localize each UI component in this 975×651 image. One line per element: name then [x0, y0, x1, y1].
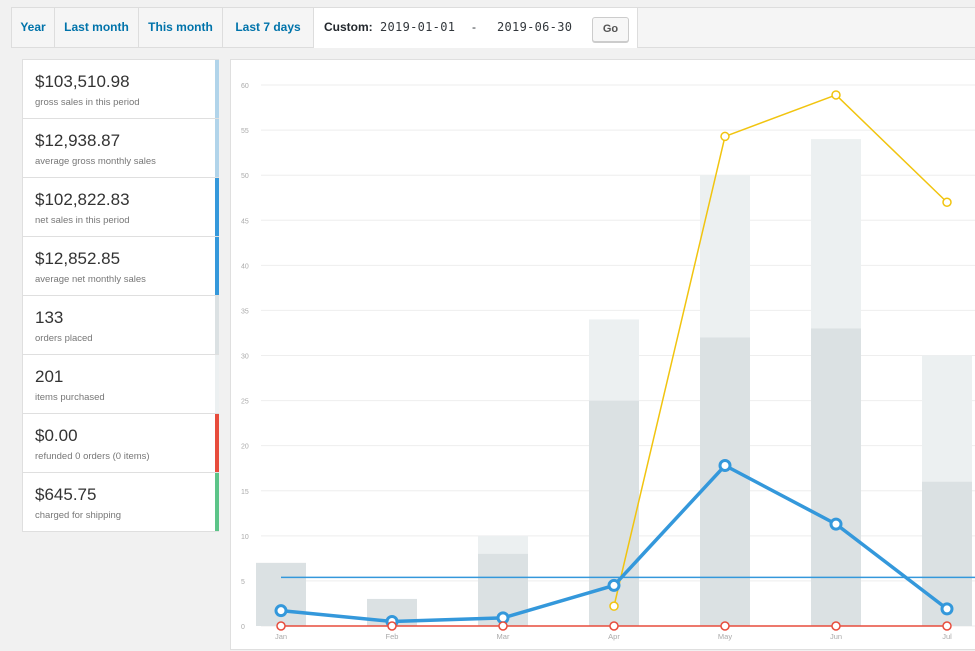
- legend-avg-net-sales[interactable]: $12,852.85 average net monthly sales: [22, 237, 219, 296]
- legend-color-bar: [215, 178, 219, 236]
- legend-color-bar: [215, 119, 219, 177]
- data-point: [720, 621, 730, 631]
- legend-color-bar: [215, 296, 219, 354]
- y-tick-label: 20: [241, 444, 249, 451]
- legend-orders-placed[interactable]: 133 orders placed: [22, 296, 219, 355]
- data-point: [387, 621, 397, 631]
- legend-avg-gross-sales[interactable]: $12,938.87 average gross monthly sales: [22, 119, 219, 178]
- y-tick-label: 0: [241, 624, 245, 631]
- end-date-input[interactable]: 2019-06-30: [497, 20, 573, 34]
- tab-last-7-days[interactable]: Last 7 days: [223, 8, 314, 47]
- legend-refunded[interactable]: $0.00 refunded 0 orders (0 items): [22, 414, 219, 473]
- legend-value: 133: [35, 308, 64, 327]
- legend-desc: charged for shipping: [35, 510, 122, 521]
- data-point: [940, 602, 954, 616]
- legend-color-bar: [215, 414, 219, 472]
- legend-desc: orders placed: [35, 333, 93, 344]
- custom-label: Custom:: [324, 20, 373, 34]
- data-point: [276, 621, 286, 631]
- x-tick-label: Apr: [608, 632, 620, 641]
- legend-desc: average net monthly sales: [35, 274, 146, 285]
- legend-desc: gross sales in this period: [35, 97, 140, 108]
- x-tick-label: Mar: [497, 632, 510, 641]
- legend-gross-sales[interactable]: $103,510.98 gross sales in this period: [22, 60, 219, 119]
- legend-color-bar: [215, 355, 219, 413]
- legend-net-sales[interactable]: $102,822.83 net sales in this period: [22, 178, 219, 237]
- legend-value: $12,938.87: [35, 131, 121, 150]
- legend-value: $0.00: [35, 426, 78, 445]
- y-tick-label: 30: [241, 354, 249, 361]
- data-point: [609, 621, 619, 631]
- x-tick-label: Jan: [275, 632, 287, 641]
- y-tick-label: 35: [241, 308, 249, 315]
- data-point: [718, 459, 732, 473]
- data-point: [274, 604, 288, 618]
- legend-value: $102,822.83: [35, 190, 130, 209]
- data-point: [942, 621, 952, 631]
- y-tick-label: 45: [241, 218, 249, 225]
- x-tick-label: Jun: [830, 632, 842, 641]
- data-point: [831, 621, 841, 631]
- x-tick-label: Feb: [386, 632, 399, 641]
- tab-year[interactable]: Year: [12, 8, 55, 47]
- tab-last-month[interactable]: Last month: [55, 8, 139, 47]
- x-tick-label: May: [718, 632, 732, 641]
- chart-legend: $103,510.98 gross sales in this period $…: [22, 59, 219, 532]
- y-tick-label: 15: [241, 489, 249, 496]
- custom-range: Custom: 2019-01-01 - 2019-06-30 Go: [314, 8, 638, 48]
- legend-value: 201: [35, 367, 64, 386]
- data-point: [942, 197, 952, 207]
- bar: [922, 481, 972, 626]
- y-tick-label: 25: [241, 399, 249, 406]
- series-line: [613, 94, 948, 607]
- legend-shipping[interactable]: $645.75 charged for shipping: [22, 473, 219, 532]
- data-point: [609, 601, 619, 611]
- chart-svg: 0 5 10 15 20 25 30 35 40 45 50 55 60 Jan Feb Mar Apr May J…: [241, 83, 975, 641]
- legend-color-bar: [215, 473, 219, 531]
- y-tick-label: 40: [241, 263, 249, 270]
- legend-desc: average gross monthly sales: [35, 156, 156, 167]
- y-tick-label: 60: [241, 83, 249, 90]
- go-button[interactable]: Go: [592, 17, 629, 42]
- legend-value: $12,852.85: [35, 249, 121, 268]
- legend-color-bar: [215, 60, 219, 118]
- bar: [700, 337, 750, 626]
- legend-desc: net sales in this period: [35, 215, 130, 226]
- bar: [811, 328, 861, 626]
- sales-chart: 0 5 10 15 20 25 30 35 40 45 50 55 60 Jan Feb Mar Apr May J…: [230, 59, 975, 650]
- legend-items-purchased[interactable]: 201 items purchased: [22, 355, 219, 414]
- data-point: [498, 621, 508, 631]
- date-range-tabs: Year Last month This month Last 7 days C…: [11, 7, 975, 48]
- legend-value: $645.75: [35, 485, 97, 504]
- y-tick-label: 5: [241, 579, 245, 586]
- legend-desc: refunded 0 orders (0 items): [35, 451, 150, 462]
- data-point: [829, 517, 843, 531]
- y-tick-label: 50: [241, 173, 249, 180]
- y-tick-label: 55: [241, 128, 249, 135]
- y-tick-label: 10: [241, 534, 249, 541]
- start-date-input[interactable]: 2019-01-01: [380, 20, 456, 34]
- date-separator: -: [472, 20, 476, 34]
- legend-desc: items purchased: [35, 392, 105, 403]
- legend-color-bar: [215, 237, 219, 295]
- data-point: [831, 90, 841, 100]
- data-point: [720, 131, 730, 142]
- data-point: [607, 578, 621, 592]
- legend-value: $103,510.98: [35, 72, 130, 91]
- tab-this-month[interactable]: This month: [139, 8, 223, 47]
- x-tick-label: Jul: [942, 632, 952, 641]
